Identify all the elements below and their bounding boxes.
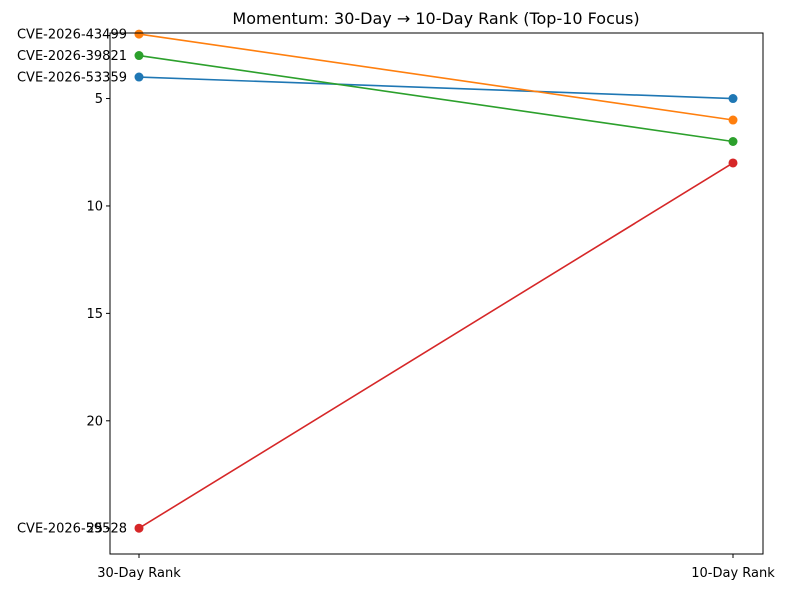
data-point-3-1 [728,158,738,168]
x-tick-label-1: 10-Day Rank [691,566,775,581]
series-label-2: CVE-2026-39821 [17,49,127,64]
data-point-1-1 [728,115,738,125]
series-line-2 [138,54,734,143]
axis-ticks: 5 10 15 20 25 30-Day Rank 10-Day Rank CVE-2026-… [17,28,775,581]
x-tick-label-0: 30-Day Rank [97,566,181,581]
y-tick-label-4: 25 [86,522,103,537]
data-point-2-1 [728,136,738,146]
series-line-0 [138,76,734,100]
plot-frame [109,32,764,555]
series-label-1: CVE-2026-43499 [17,28,127,43]
data-point-2-0 [134,51,144,61]
y-tick-label-1: 10 [86,199,103,214]
data-point-3-0 [134,523,144,533]
series-line-1 [138,33,734,121]
y-tick-label-0: 5 [95,92,103,107]
data-point-1-0 [134,29,144,39]
chart-title: Momentum: 30-Day → 10-Day Rank (Top-10 F… [232,9,639,28]
series-line-3 [138,162,734,529]
series-label-3: CVE-2026-59528 [17,522,127,537]
data-point-0-0 [134,72,144,82]
plot-area [134,29,738,533]
y-tick-label-3: 20 [86,414,103,429]
series-label-0: CVE-2026-53359 [17,71,127,86]
y-tick-label-2: 15 [86,307,103,322]
data-point-0-1 [728,94,738,104]
